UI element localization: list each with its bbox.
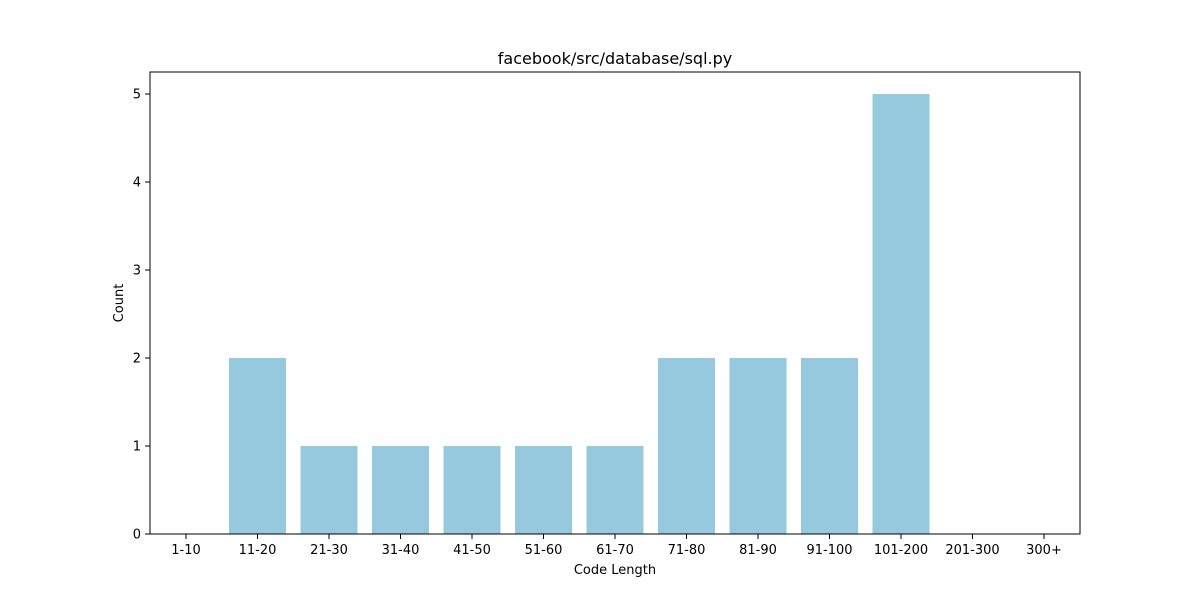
- x-tick-label: 91-100: [806, 543, 852, 558]
- y-tick-label: 0: [133, 528, 141, 543]
- x-tick-label: 41-50: [453, 543, 491, 558]
- x-axis-label: Code Length: [574, 563, 656, 578]
- y-tick-label: 4: [133, 176, 141, 191]
- y-axis-label: Count: [112, 284, 127, 323]
- x-tick-label: 71-80: [668, 543, 706, 558]
- chart-title: facebook/src/database/sql.py: [498, 49, 732, 68]
- x-tick-label: 31-40: [382, 543, 420, 558]
- bar-91-100: [801, 358, 858, 534]
- x-tick-label: 11-20: [239, 543, 277, 558]
- bar-51-60: [515, 446, 572, 534]
- y-tick-label: 5: [133, 88, 141, 103]
- bar-31-40: [372, 446, 429, 534]
- bar-81-90: [729, 358, 787, 534]
- bars: [229, 94, 930, 534]
- x-tick-label: 21-30: [310, 543, 348, 558]
- bar-61-70: [586, 446, 644, 534]
- x-tick-label: 300+: [1026, 543, 1062, 558]
- x-tick-label: 61-70: [596, 543, 634, 558]
- y-tick-label: 1: [133, 440, 141, 455]
- x-tick-label: 101-200: [874, 543, 928, 558]
- x-tick-label: 201-300: [945, 543, 999, 558]
- bar-71-80: [658, 358, 715, 534]
- x-tick-label: 1-10: [171, 543, 201, 558]
- y-tick-label: 2: [133, 352, 141, 367]
- bar-21-30: [300, 446, 358, 534]
- bar-11-20: [229, 358, 286, 534]
- bar-101-200: [872, 94, 930, 534]
- y-axis: 0 1 2 3 4 5: [133, 88, 150, 543]
- x-tick-label: 51-60: [525, 543, 563, 558]
- x-axis: 1-10 11-20 21-30 31-40 41-50 51-60 61-70 71-80 8…: [171, 534, 1062, 558]
- bar-41-50: [443, 446, 501, 534]
- x-tick-label: 81-90: [739, 543, 777, 558]
- y-tick-label: 3: [133, 264, 141, 279]
